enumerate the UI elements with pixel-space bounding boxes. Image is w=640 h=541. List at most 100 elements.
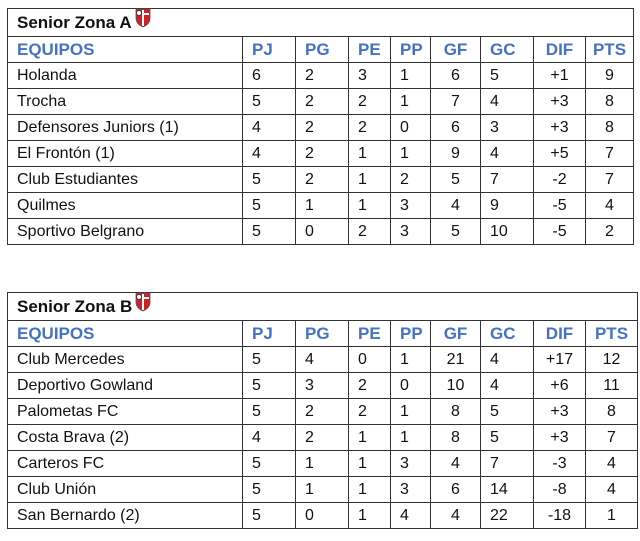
cell-pe: 0 <box>348 346 391 373</box>
cell-pg: 0 <box>295 502 349 529</box>
cell-gc: 10 <box>480 218 534 245</box>
cell-pe: 1 <box>348 140 391 167</box>
cell-pe: 3 <box>348 62 391 89</box>
cell-pj: 5 <box>242 450 296 477</box>
cell-equipos: Defensores Juniors (1) <box>7 114 243 141</box>
cell-pp: 3 <box>390 218 431 245</box>
cell-gf: 7 <box>430 88 481 115</box>
cell-equipos: Club Unión <box>7 476 243 503</box>
cell-pj: 5 <box>242 88 296 115</box>
cell-equipos: San Bernardo (2) <box>7 502 243 529</box>
cell-pe: 2 <box>348 398 391 425</box>
cell-pp: 3 <box>390 476 431 503</box>
club-logo-icon <box>135 292 151 319</box>
cell-gf: 5 <box>430 166 481 193</box>
cell-equipos: Trocha <box>7 88 243 115</box>
cell-gf: 4 <box>430 192 481 219</box>
cell-pj: 4 <box>242 114 296 141</box>
cell-dif: -18 <box>533 502 586 529</box>
cell-gc: 5 <box>480 62 534 89</box>
cell-pe: 2 <box>348 218 391 245</box>
cell-gc: 7 <box>480 450 534 477</box>
cell-gf: 9 <box>430 140 481 167</box>
cell-pts: 4 <box>585 450 638 477</box>
table-title-text: Senior Zona A <box>17 13 132 32</box>
cell-pg: 2 <box>295 140 349 167</box>
cell-pp: 0 <box>390 114 431 141</box>
column-header-dif: DIF <box>533 36 586 63</box>
cell-gc: 4 <box>480 88 534 115</box>
table-row: Club Estudiantes 5 2 1 2 5 7 -2 7 <box>7 166 634 193</box>
cell-pts: 4 <box>585 192 634 219</box>
cell-pp: 1 <box>390 424 431 451</box>
cell-pe: 1 <box>348 424 391 451</box>
table-row: San Bernardo (2) 5 0 1 4 4 22 -18 1 <box>7 502 638 529</box>
cell-gf: 6 <box>430 476 481 503</box>
cell-pp: 1 <box>390 346 431 373</box>
cell-pj: 4 <box>242 140 296 167</box>
cell-dif: +1 <box>533 62 586 89</box>
cell-gf: 8 <box>430 398 481 425</box>
cell-pp: 1 <box>390 140 431 167</box>
column-header-gf: GF <box>430 36 481 63</box>
cell-pg: 2 <box>295 166 349 193</box>
table-row: Sportivo Belgrano 5 0 2 3 5 10 -5 2 <box>7 218 634 245</box>
column-header-pg: PG <box>295 36 349 63</box>
cell-pts: 1 <box>585 502 638 529</box>
cell-dif: +5 <box>533 140 586 167</box>
cell-pts: 7 <box>585 166 634 193</box>
table-row: Carteros FC 5 1 1 3 4 7 -3 4 <box>7 450 638 477</box>
cell-dif: +3 <box>533 114 586 141</box>
cell-pg: 4 <box>295 346 349 373</box>
cell-pts: 7 <box>585 140 634 167</box>
cell-dif: +3 <box>533 424 586 451</box>
cell-dif: -2 <box>533 166 586 193</box>
cell-gf: 4 <box>430 450 481 477</box>
cell-pj: 5 <box>242 476 296 503</box>
cell-pp: 3 <box>390 450 431 477</box>
cell-pts: 8 <box>585 114 634 141</box>
cell-gf: 6 <box>430 114 481 141</box>
table-row: Costa Brava (2) 4 2 1 1 8 5 +3 7 <box>7 424 638 451</box>
cell-gc: 5 <box>480 424 534 451</box>
cell-pj: 5 <box>242 398 296 425</box>
cell-pe: 1 <box>348 166 391 193</box>
cell-pg: 2 <box>295 114 349 141</box>
cell-pp: 1 <box>390 398 431 425</box>
cell-equipos: Club Estudiantes <box>7 166 243 193</box>
cell-gf: 4 <box>430 502 481 529</box>
column-header-equipos: EQUIPOS <box>7 36 243 63</box>
table-row: Defensores Juniors (1) 4 2 2 0 6 3 +3 8 <box>7 114 634 141</box>
club-logo-icon <box>135 8 151 35</box>
column-header-pe: PE <box>348 36 391 63</box>
cell-pe: 1 <box>348 450 391 477</box>
cell-pj: 5 <box>242 166 296 193</box>
table-row: Trocha 5 2 2 1 7 4 +3 8 <box>7 88 634 115</box>
cell-gc: 9 <box>480 192 534 219</box>
cell-pg: 2 <box>295 62 349 89</box>
column-header-equipos: EQUIPOS <box>7 320 243 347</box>
cell-equipos: Holanda <box>7 62 243 89</box>
cell-pg: 1 <box>295 450 349 477</box>
cell-pp: 2 <box>390 166 431 193</box>
cell-equipos: Palometas FC <box>7 398 243 425</box>
cell-gc: 4 <box>480 346 534 373</box>
cell-pts: 8 <box>585 398 638 425</box>
cell-gc: 3 <box>480 114 534 141</box>
header-row: EQUIPOS PJ PG PE PP GF GC DIF PTS <box>7 36 634 63</box>
cell-gf: 10 <box>430 372 481 399</box>
cell-pe: 1 <box>348 192 391 219</box>
column-header-pts: PTS <box>585 36 634 63</box>
column-header-pp: PP <box>390 320 431 347</box>
cell-gc: 22 <box>480 502 534 529</box>
cell-pj: 5 <box>242 372 296 399</box>
cell-pts: 12 <box>585 346 638 373</box>
column-header-pj: PJ <box>242 320 296 347</box>
cell-dif: +3 <box>533 88 586 115</box>
table-title: Senior Zona B <box>7 292 638 321</box>
cell-pts: 9 <box>585 62 634 89</box>
column-header-dif: DIF <box>533 320 586 347</box>
cell-gf: 6 <box>430 62 481 89</box>
table-row: Club Unión 5 1 1 3 6 14 -8 4 <box>7 476 638 503</box>
table-row: Club Mercedes 5 4 0 1 21 4 +17 12 <box>7 346 638 373</box>
